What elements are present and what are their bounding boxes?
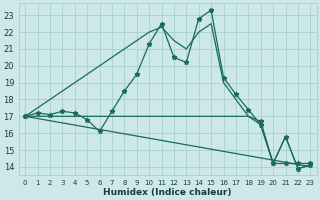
X-axis label: Humidex (Indice chaleur): Humidex (Indice chaleur): [103, 188, 232, 197]
